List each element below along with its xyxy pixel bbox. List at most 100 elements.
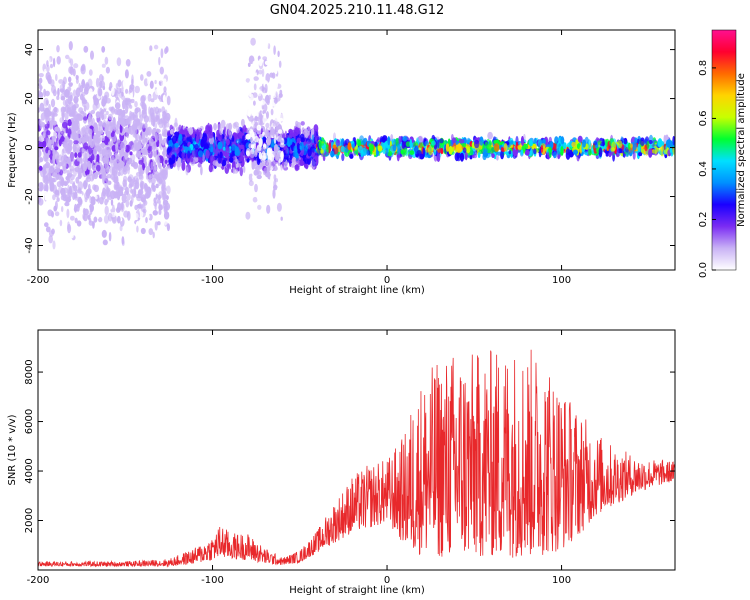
heatmap-cell [487, 131, 493, 140]
heatmap-cell [166, 185, 171, 195]
heatmap-cell [141, 102, 147, 110]
heatmap-cell [122, 248, 127, 258]
heatmap-cell [39, 102, 45, 112]
heatmap-cell [474, 139, 480, 149]
heatmap-cell [165, 195, 169, 201]
heatmap-cell [248, 173, 253, 182]
heatmap-cell [168, 157, 174, 165]
heatmap-cell [225, 143, 229, 152]
heatmap-cell [67, 221, 70, 231]
heatmap-cell [94, 244, 100, 250]
heatmap-cell [93, 216, 98, 223]
heatmap-cell [125, 104, 129, 114]
heatmap-cell [245, 97, 252, 106]
heatmap-cell [49, 177, 56, 183]
heatmap-cell [125, 97, 131, 106]
y-tick-label: 0 [24, 144, 35, 150]
heatmap-cell [44, 90, 50, 97]
heatmap-cell [274, 64, 278, 75]
heatmap-cell [623, 137, 628, 145]
heatmap-cell [134, 85, 140, 94]
heatmap-cell [135, 135, 138, 142]
heatmap-cell [129, 151, 133, 156]
heatmap-cell [54, 200, 58, 210]
heatmap-cell [106, 186, 110, 196]
heatmap-cell [454, 152, 460, 162]
heatmap-cell [81, 134, 86, 144]
heatmap-cell [247, 165, 254, 175]
heatmap-cell [178, 133, 183, 141]
heatmap-cell [72, 192, 76, 201]
heatmap-cell [143, 115, 149, 123]
heatmap-cell [274, 150, 280, 160]
heatmap-cell [238, 131, 243, 138]
heatmap-cell [138, 174, 144, 181]
heatmap-cell [43, 153, 48, 162]
heatmap-cell [68, 41, 73, 51]
heatmap-cell [117, 184, 123, 193]
heatmap-cell [402, 136, 408, 142]
heatmap-cell [64, 112, 69, 120]
heatmap-cell [437, 139, 440, 149]
heatmap-cell [311, 158, 316, 167]
heatmap-cell [142, 122, 146, 129]
heatmap-cell [129, 104, 133, 109]
heatmap-cell [482, 148, 488, 154]
heatmap-cell [341, 153, 345, 162]
heatmap-cell [88, 156, 93, 162]
heatmap-cell [95, 111, 101, 119]
heatmap-cell [185, 166, 189, 176]
heatmap-cell [256, 174, 262, 180]
heatmap-cell [646, 140, 650, 150]
snr-frame [37, 329, 676, 571]
spectrogram-heatmap [38, 30, 675, 263]
heatmap-cell [97, 86, 102, 97]
heatmap-cell [500, 150, 504, 160]
heatmap-cell [49, 230, 54, 237]
heatmap-cell [146, 71, 152, 77]
heatmap-cell [267, 132, 272, 139]
colorbar-tick-label: 0.4 [698, 161, 709, 177]
heatmap-cell [101, 229, 107, 238]
heatmap-cell [263, 40, 269, 49]
colorbar-tick-label: 0.0 [698, 262, 709, 278]
heatmap-cell [106, 173, 112, 179]
heatmap-cell [123, 210, 129, 218]
heatmap-cell [245, 148, 251, 157]
heatmap-cell [98, 74, 104, 83]
heatmap-cell [289, 139, 293, 145]
heatmap-cell [65, 194, 69, 204]
heatmap-cell [276, 146, 280, 151]
heatmap-cell [403, 147, 408, 156]
heatmap-cell [385, 147, 389, 157]
heatmap-cell [254, 116, 260, 122]
heatmap-cell [115, 73, 119, 79]
heatmap-cell [49, 139, 54, 144]
heatmap-cell [65, 157, 70, 163]
heatmap-cell [300, 137, 306, 143]
heatmap-cell [277, 102, 281, 110]
heatmap-cell [61, 148, 65, 158]
heatmap-cell [104, 198, 108, 206]
heatmap-cell [84, 152, 88, 161]
heatmap-cell [137, 143, 143, 149]
heatmap-cell [663, 134, 667, 145]
heatmap-cell [146, 77, 150, 85]
heatmap-cell [125, 199, 130, 208]
heatmap-cell [311, 144, 315, 153]
heatmap-cell [382, 149, 386, 154]
heatmap-cell [250, 37, 256, 46]
heatmap-cell [247, 190, 253, 195]
heatmap-cell [106, 154, 109, 164]
heatmap-cell [109, 157, 115, 166]
heatmap-cell [249, 151, 255, 158]
heatmap-cell [161, 106, 166, 114]
heatmap-cell [132, 161, 139, 169]
heatmap-cell [277, 113, 281, 118]
heatmap-cell [74, 41, 79, 48]
heatmap-cell [296, 166, 300, 171]
heatmap-cell [101, 135, 105, 142]
heatmap-cell [82, 142, 89, 151]
heatmap-cell [247, 62, 251, 67]
